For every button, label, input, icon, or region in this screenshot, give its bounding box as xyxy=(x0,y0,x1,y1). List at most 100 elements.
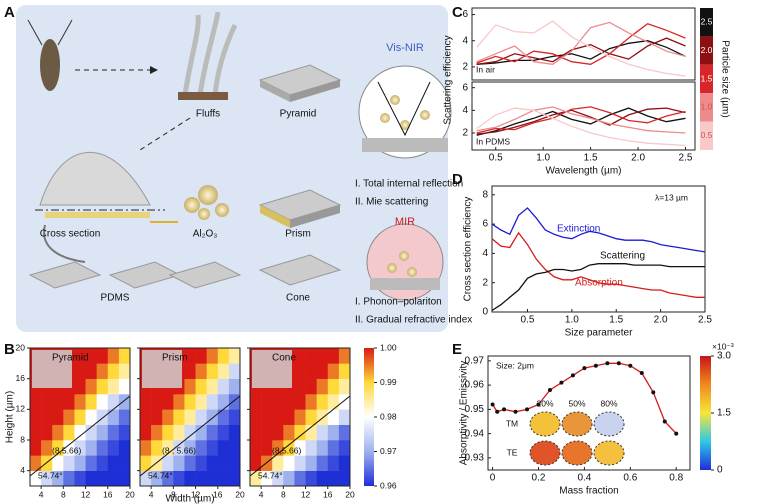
data-point xyxy=(513,409,518,414)
colorbar xyxy=(364,348,374,486)
heatmap-cell xyxy=(74,363,86,379)
y-tick-label: 0.94 xyxy=(465,428,485,439)
y-tick-label: 4 xyxy=(20,465,25,475)
heatmap-cell xyxy=(327,424,340,441)
insect xyxy=(40,39,60,91)
heatmap-cell xyxy=(74,440,86,456)
heatmap-cell xyxy=(195,394,207,410)
particle xyxy=(198,208,210,220)
diagonal xyxy=(249,395,351,477)
legend-swatch xyxy=(700,64,713,94)
heatmap-cell xyxy=(228,455,241,471)
cross-section-shape xyxy=(39,151,151,206)
heatmap-cell xyxy=(184,363,196,379)
heatmap-cell xyxy=(250,440,262,456)
heatmap-cell xyxy=(118,378,131,395)
heatmap-cell xyxy=(283,394,295,410)
heatmap-cell xyxy=(228,424,241,441)
heatmap-cell xyxy=(173,470,185,487)
heatmap-cell xyxy=(52,394,64,410)
heatmap-cell xyxy=(41,440,53,456)
colorbar-tick-label: 1.00 xyxy=(380,342,397,352)
y-tick-label: 2 xyxy=(462,128,468,139)
panel-label: E xyxy=(452,341,462,358)
heatmap-cell xyxy=(96,409,109,425)
heatmap-cell xyxy=(184,394,196,410)
heatmap-cell xyxy=(63,470,75,487)
particle xyxy=(400,120,410,130)
heatmap-cell xyxy=(283,440,295,456)
heatmap-cell xyxy=(206,440,219,456)
heatmap-cell xyxy=(96,378,109,395)
heatmap-cell xyxy=(338,394,351,410)
x-tick-label: 8 xyxy=(171,489,176,499)
heatmap-cell xyxy=(206,348,219,364)
legend-label: 2.5 xyxy=(701,16,713,26)
heatmap-cell xyxy=(107,394,120,410)
diagram-label: Al₂O₃ xyxy=(193,229,218,240)
data-point xyxy=(559,380,564,385)
particle xyxy=(215,203,229,217)
heatmap-cell xyxy=(283,409,295,425)
heatmap-cell xyxy=(305,470,317,487)
heatmap-cell xyxy=(316,440,329,456)
heatmap-cell xyxy=(327,409,340,425)
heatmap-cell xyxy=(107,470,120,487)
x-tick-label: 1.0 xyxy=(565,315,579,326)
heatmap-cell xyxy=(272,424,284,441)
series-label: Extinction xyxy=(557,224,600,235)
prism-block xyxy=(290,205,340,228)
heatmap-cell xyxy=(52,440,64,456)
colorbar-exponent: ×10⁻³ xyxy=(712,341,734,351)
particle xyxy=(390,95,400,105)
heatmap-cell xyxy=(74,409,86,425)
heatmap-cell xyxy=(140,424,152,441)
heatmap-cell xyxy=(85,394,97,410)
annotation: (8 , 5.66) xyxy=(162,445,196,455)
x-tick-label: 1.5 xyxy=(584,153,598,164)
field-map xyxy=(529,440,561,466)
heatmap-cell xyxy=(162,409,174,425)
heatmap-cell xyxy=(30,409,42,425)
heatmap-cell xyxy=(184,455,196,471)
heatmap-cell xyxy=(63,409,75,425)
heatmap-cell xyxy=(195,409,207,425)
x-tick-label: 1.5 xyxy=(609,315,623,326)
inset-image xyxy=(142,350,182,388)
annotation: 54.74° xyxy=(38,470,63,480)
field-map xyxy=(561,411,593,437)
colorbar xyxy=(700,356,711,470)
heatmap-cell xyxy=(85,455,97,471)
heatmap-cell xyxy=(305,440,317,456)
heatmap-cell xyxy=(96,440,109,456)
heatmap-cell xyxy=(217,394,230,410)
y-tick-label: 6 xyxy=(482,219,488,230)
field-map xyxy=(561,440,593,466)
heatmap-cell xyxy=(85,424,97,441)
data-point xyxy=(605,361,610,366)
series-line xyxy=(476,107,686,135)
heatmap-cell xyxy=(63,440,75,456)
substrate xyxy=(362,138,448,152)
heatmap-cell xyxy=(30,394,42,410)
heatmap-cell xyxy=(206,409,219,425)
heatmap-cell xyxy=(173,424,185,441)
heatmap-cell xyxy=(316,455,329,471)
heatmap-cell xyxy=(228,440,241,456)
diagonal xyxy=(139,395,241,477)
x-axis-label: Mass fraction xyxy=(559,486,618,497)
cone-block xyxy=(258,254,342,286)
legend-swatch xyxy=(700,93,713,122)
y-tick-label: 0.97 xyxy=(465,355,485,366)
colorbar-tick-label: 0 xyxy=(717,465,723,476)
heatmap-cell xyxy=(173,440,185,456)
y-tick-label: 20 xyxy=(16,342,26,352)
heatmap-cell xyxy=(195,348,207,364)
heatmap-cell xyxy=(162,424,174,441)
heatmap-cell xyxy=(338,378,351,395)
heatmap-cell xyxy=(294,363,306,379)
heatmap-cell xyxy=(338,363,351,379)
heatmap-cell xyxy=(96,424,109,441)
heatmap-cell xyxy=(85,363,97,379)
